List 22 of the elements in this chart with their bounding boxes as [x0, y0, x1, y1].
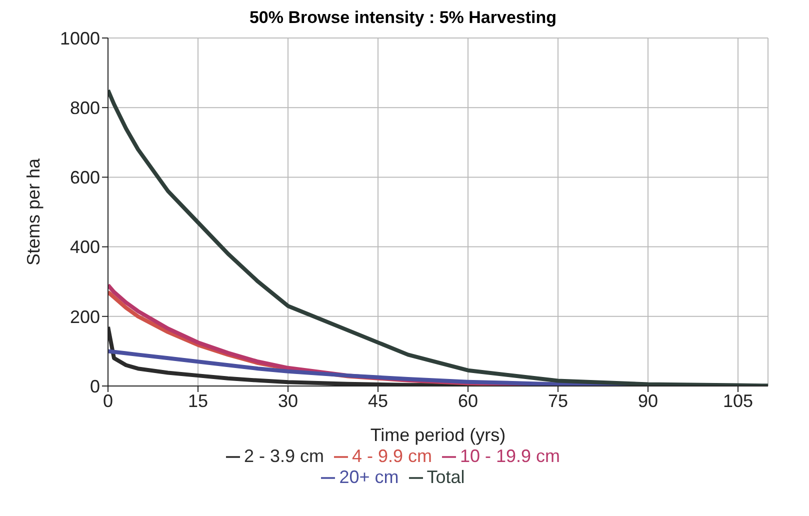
x-tick-label: 45	[368, 390, 388, 411]
y-tick-label: 0	[90, 376, 100, 396]
legend-label: 20+ cm	[339, 467, 399, 487]
x-tick-label: 105	[722, 390, 754, 411]
y-tick-label: 600	[70, 168, 100, 188]
x-tick-label: 90	[638, 390, 658, 411]
y-tick-label: 400	[70, 237, 100, 258]
legend-label: 2 - 3.9 cm	[244, 446, 324, 466]
x-axis-title: Time period (yrs)	[370, 425, 506, 445]
y-axis-title: Stems per ha	[23, 157, 44, 266]
y-tick-label: 1000	[60, 28, 100, 48]
legend-label: 10 - 19.9 cm	[460, 446, 560, 466]
legend-label: Total	[426, 467, 465, 487]
y-tick-label: 200	[70, 306, 100, 327]
chart-title: 50% Browse intensity : 5% Harvesting	[248, 8, 558, 28]
x-tick-label: 0	[102, 390, 114, 411]
y-tick-label: 800	[70, 98, 100, 118]
x-tick-label: 15	[188, 390, 208, 411]
x-tick-label: 60	[458, 390, 478, 411]
legend-label: 4 - 9.9 cm	[352, 446, 432, 466]
x-tick-label: 75	[548, 390, 568, 411]
x-tick-label: 30	[278, 390, 298, 411]
